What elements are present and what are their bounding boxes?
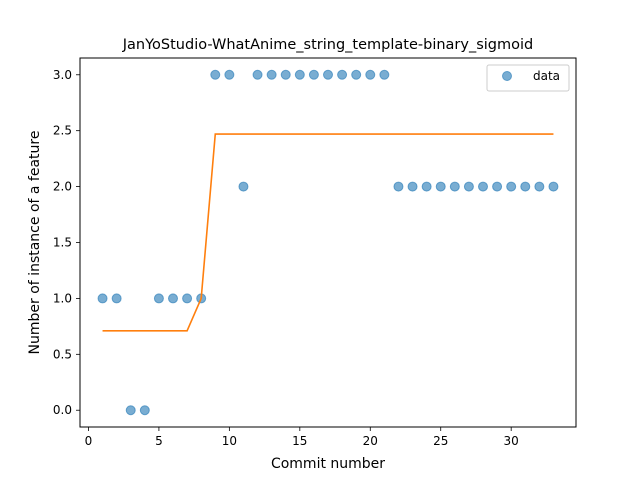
x-axis-label: Commit number (271, 456, 385, 472)
y-tick-label: 2.0 (53, 180, 72, 194)
data-point (238, 181, 249, 192)
fit-line (102, 133, 554, 332)
data-point (435, 181, 446, 192)
x-tick-label: 0 (85, 434, 93, 448)
x-tick-label: 15 (292, 434, 307, 448)
data-point (337, 69, 348, 80)
data-point (125, 405, 136, 416)
data-point (266, 69, 277, 80)
y-tick-label: 0.0 (53, 403, 72, 417)
x-tick-label: 25 (433, 434, 448, 448)
data-point (379, 69, 390, 80)
legend-label-data: data (533, 69, 560, 83)
chart-title: JanYoStudio-WhatAnime_string_template-bi… (122, 37, 533, 53)
data-point (534, 181, 545, 192)
data-point (365, 69, 376, 80)
x-tick-label: 10 (222, 434, 237, 448)
data-point (520, 181, 531, 192)
data-point (111, 293, 122, 304)
data-point (492, 181, 503, 192)
y-tick-label: 3.0 (53, 68, 72, 82)
legend-marker-data (502, 71, 512, 81)
data-point (280, 69, 291, 80)
data-point (506, 181, 517, 192)
data-point (351, 69, 362, 80)
data-point (478, 181, 488, 192)
legend: data (486, 64, 570, 92)
data-point (210, 69, 221, 80)
y-tick-label: 0.5 (53, 347, 72, 361)
data-point (224, 69, 235, 80)
y-tick-label: 2.5 (53, 124, 72, 138)
plot-frame (79, 57, 577, 428)
data-point (294, 69, 305, 80)
y-tick-label: 1.5 (53, 236, 72, 250)
y-tick-label: 1.0 (53, 291, 72, 305)
y-axis-label: Number of instance of a feature (27, 131, 43, 355)
x-tick-label: 5 (155, 434, 163, 448)
y-axis: 0.0 0.5 1.0 1.5 2.0 2.5 3.0 (53, 68, 80, 417)
data-point (323, 69, 333, 80)
data-point (252, 69, 263, 80)
x-axis: 0 5 10 15 20 25 30 (85, 427, 519, 448)
data-point (407, 181, 418, 192)
x-tick-label: 30 (504, 434, 519, 448)
plot-area (97, 69, 559, 416)
data-point (139, 405, 150, 416)
x-tick-label: 20 (363, 434, 378, 448)
data-point (168, 293, 178, 304)
data-point (421, 181, 432, 192)
data-point (182, 293, 193, 304)
data-point (463, 181, 474, 192)
data-point (308, 69, 319, 80)
data-point (153, 293, 164, 304)
data-point (97, 293, 108, 304)
data-point (548, 181, 559, 192)
data-point (449, 181, 460, 192)
data-point (393, 181, 404, 192)
